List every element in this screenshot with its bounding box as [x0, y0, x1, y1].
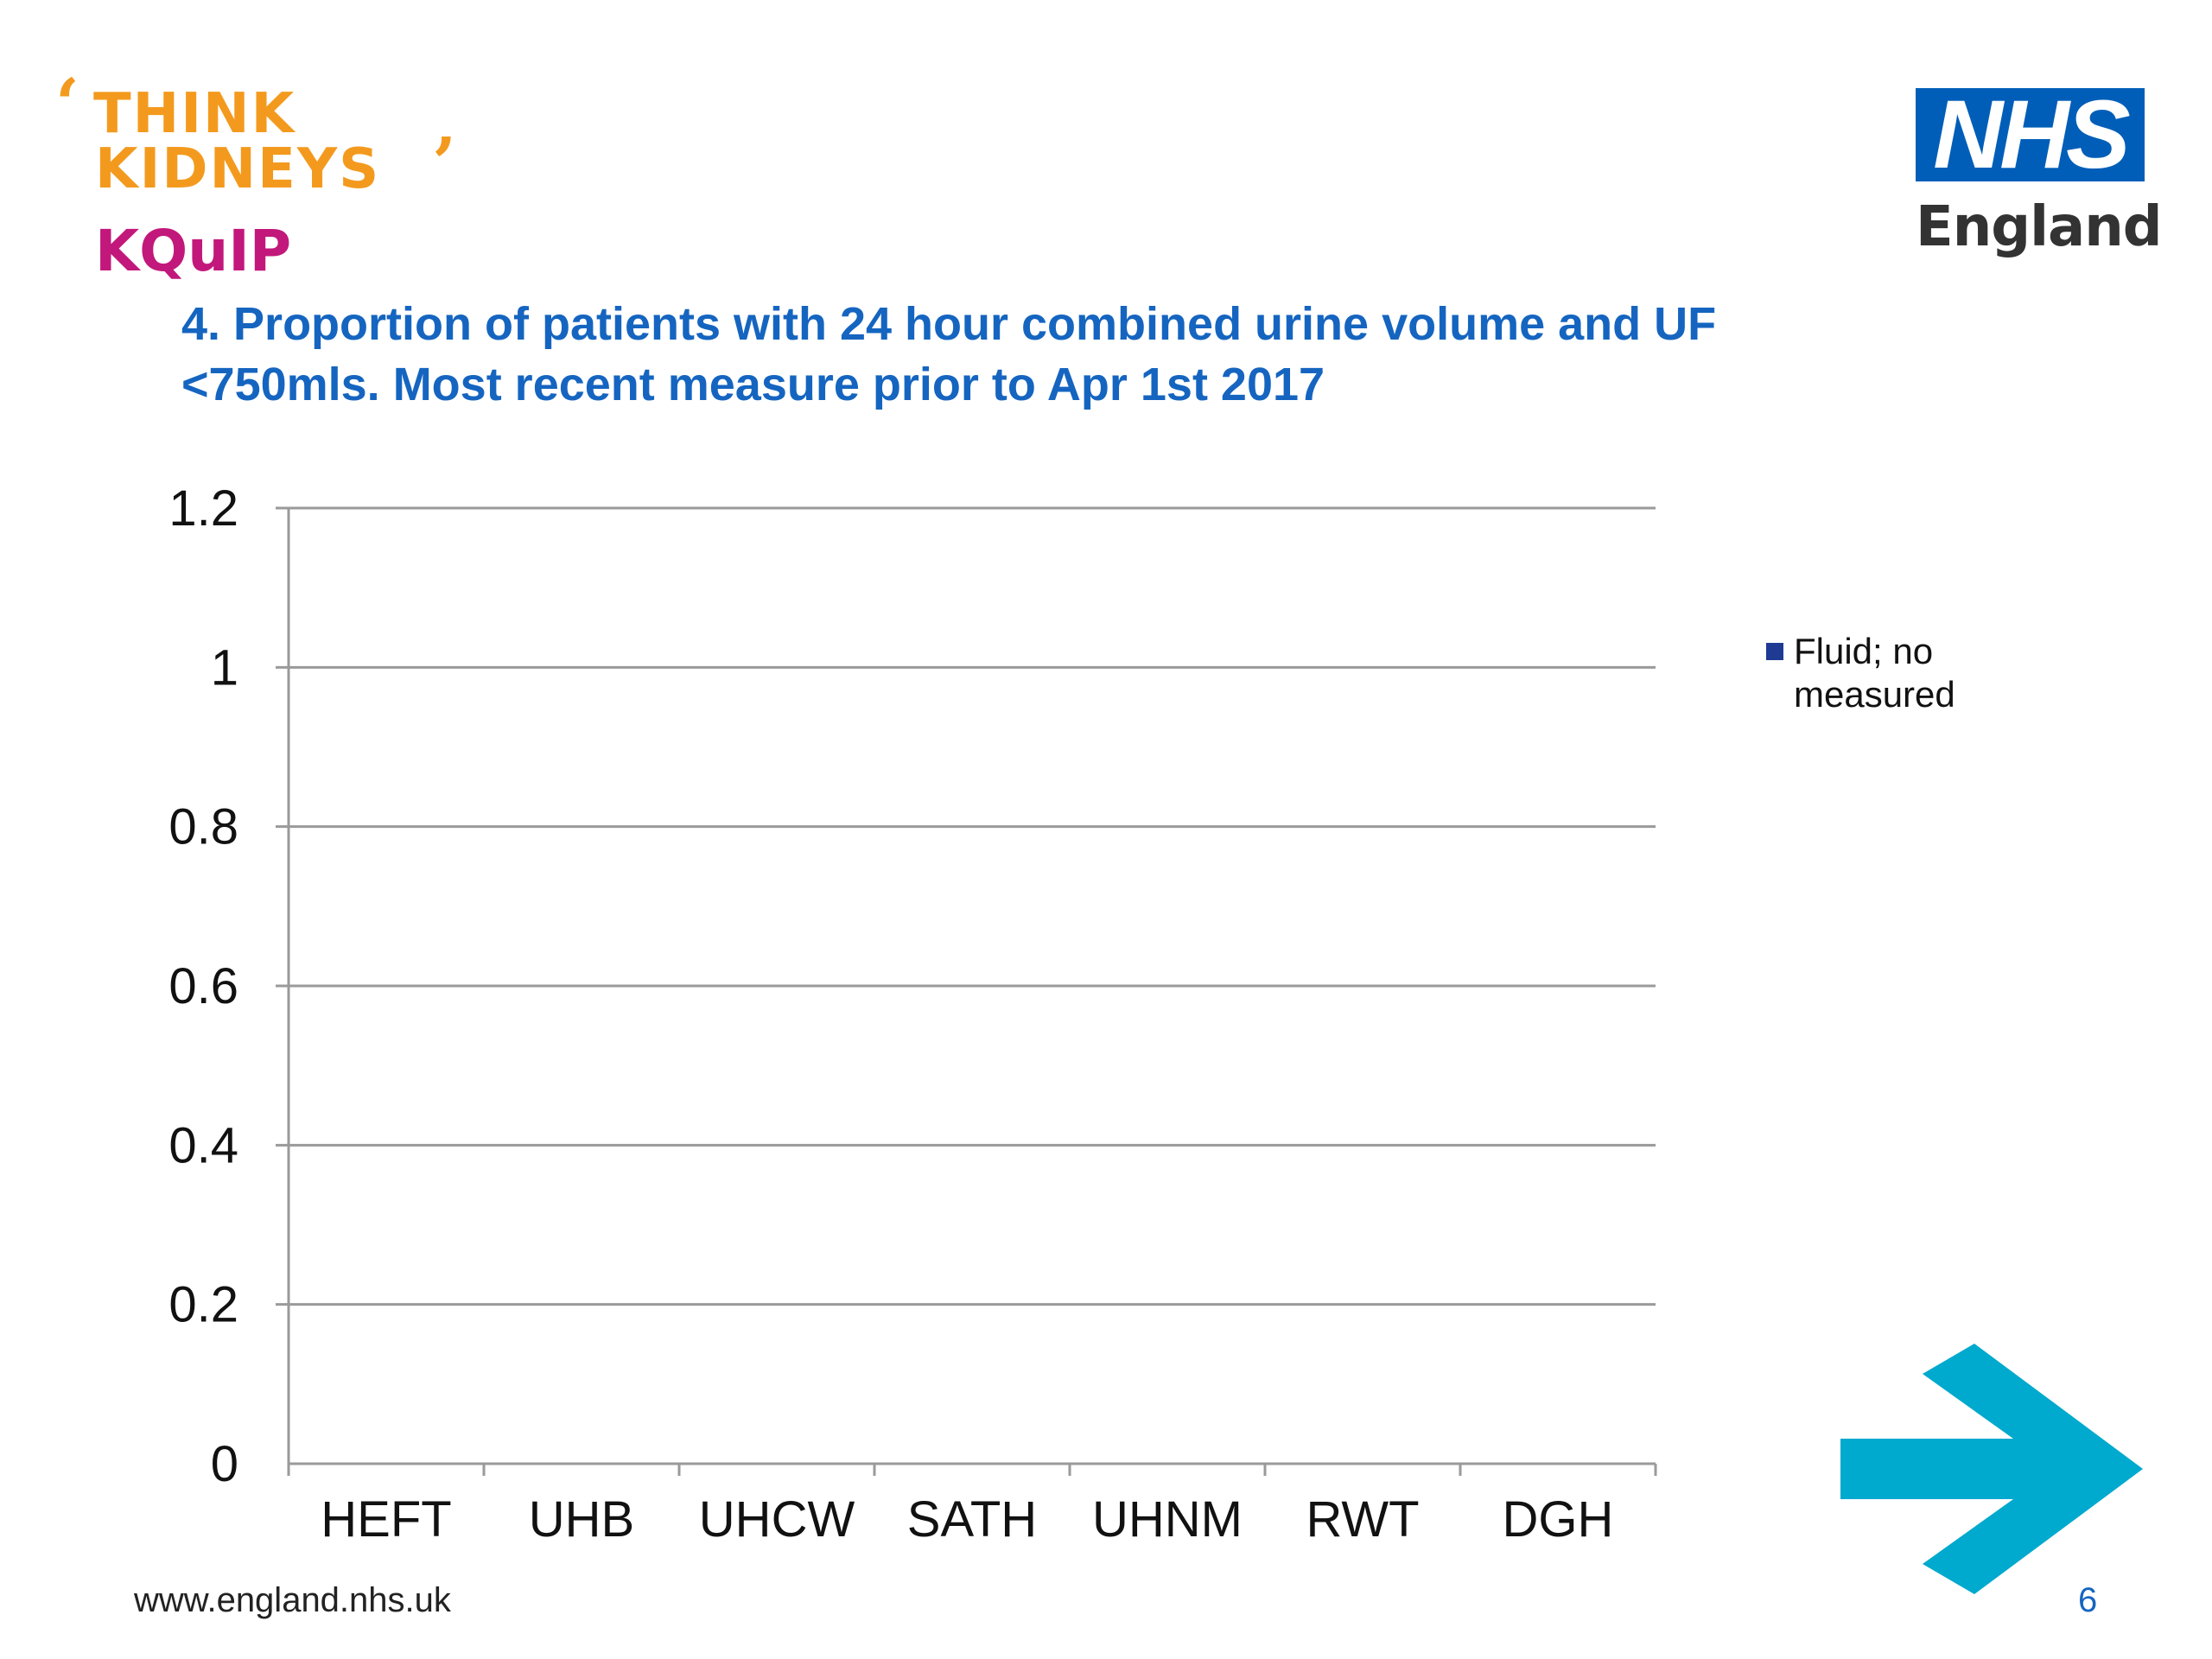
kquip-logo-text: KQuIP: [95, 218, 292, 284]
y-tick-label: 0.8: [168, 799, 238, 855]
x-tick-label: UHNM: [1092, 1491, 1243, 1548]
slide-title: 4. Proportion of patients with 24 hour c…: [181, 294, 1910, 415]
slide-title-line2: <750mls. Most recent measure prior to Ap…: [181, 359, 1325, 410]
arrow-right-icon[interactable]: [1840, 1344, 2160, 1594]
x-tick-label: HEFT: [321, 1491, 451, 1548]
think-text: THINK: [93, 82, 296, 146]
slide-title-line1: 4. Proportion of patients with 24 hour c…: [181, 298, 1717, 350]
y-tick-label: 0: [211, 1436, 238, 1492]
x-tick-label: SATH: [907, 1491, 1037, 1548]
y-tick-label: 0.6: [168, 958, 238, 1014]
nhs-logo-box: NHS: [1916, 86, 2145, 183]
y-tick-label: 0.2: [168, 1277, 238, 1333]
x-tick-label: RWT: [1306, 1491, 1419, 1548]
open-quote-icon: ‘: [55, 63, 81, 144]
think-kidneys-line2: KIDNEYS ’: [95, 128, 456, 197]
x-tick-label: DGH: [1503, 1491, 1614, 1548]
close-quote-icon: ’: [432, 122, 458, 203]
y-tick-label: 1: [211, 639, 238, 696]
think-kidneys-logo: ‘ THINK KIDNEYS ’ KQuIP: [52, 69, 456, 284]
nhs-england-logo: NHS England: [1916, 86, 2163, 259]
y-tick-label: 0.4: [168, 1117, 238, 1173]
kidneys-text: KIDNEYS: [95, 137, 381, 201]
page-number: 6: [2078, 1581, 2098, 1619]
think-kidneys-line1: ‘ THINK: [55, 69, 415, 142]
y-tick-label: 1.2: [168, 480, 238, 537]
legend-swatch: [1766, 643, 1783, 660]
x-tick-label: UHCW: [699, 1491, 855, 1548]
legend-label: Fluid; no measured: [1794, 631, 1955, 715]
footer-url[interactable]: www.england.nhs.uk: [134, 1581, 451, 1619]
x-tick-label: UHB: [529, 1491, 634, 1548]
nhs-logo-subtitle: England: [1916, 195, 2163, 259]
